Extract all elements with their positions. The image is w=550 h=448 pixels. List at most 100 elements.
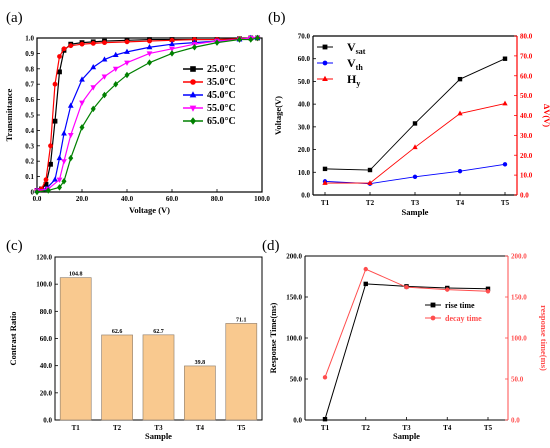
y-right-tick-label-b: 0.0 [520,192,529,200]
legend-label-35.0°C: 35.0°C [207,77,236,88]
series-line-45.0°C [36,37,258,192]
y-tick-label-a: 0.7 [25,81,34,89]
data-point-55.0°C [67,133,74,139]
data-point-Vth [502,162,508,167]
data-point-Vsat [367,167,373,173]
data-point-Vth [412,174,418,180]
legend-label-Vth: Vth [347,56,363,72]
legend-marker-Hy [322,75,328,81]
data-point-65.0°C [68,154,74,162]
y-right-tick-label-b: 50.0 [520,92,533,100]
data-point-Hy [322,180,328,185]
y-tick-label-c: 20.0 [40,389,53,397]
y-axis-label-c: Contrast Ratio [8,311,18,365]
x-tick-label-d: T4 [443,424,452,432]
data-point-45.0°C [61,130,67,136]
data-point-25.0°C [57,69,62,75]
y-tick-label-c: 0.0 [43,417,52,425]
data-point-35.0°C [90,40,96,46]
x-axis-label-a: Voltage (V) [129,205,170,215]
data-point-65.0°C [34,188,40,196]
data-point-55.0°C [146,51,153,57]
panel-letter-a: (a) [6,10,23,26]
legend-marker-35.0°C [190,79,196,85]
data-point-decay time [445,287,450,292]
y-axis-label-a: Transmittance [4,88,14,141]
legend-marker-Vth [322,60,328,66]
bar-T1 [59,277,92,421]
y-right-tick-label-d: 0.0 [511,417,520,425]
y-right-tick-label-b: 30.0 [520,132,533,140]
data-point-Vsat [457,76,463,82]
legend-label-Vsat: Vsat [347,40,366,56]
data-point-65.0°C [79,124,85,131]
y-tick-label-a: 0.1 [25,173,34,181]
data-point-35.0°C [102,40,107,46]
legend-marker-65.0°C [190,117,196,125]
data-point-Vth [457,168,463,174]
data-point-35.0°C [68,43,74,49]
x-tick-label-a: 20.0 [76,195,89,203]
data-point-45.0°C [79,76,85,82]
x-tick-label-a: 40.0 [121,195,134,203]
legend-label-rise time: rise time [445,301,475,310]
y-right-tick-label-d: 100.0 [511,335,527,343]
y-tick-label-d: 150.0 [286,294,302,302]
data-point-Hy [367,180,373,185]
data-point-25.0°C [48,161,53,167]
data-point-55.0°C [79,100,85,106]
y-tick-label-b: 50.0 [298,78,311,86]
series-line-55.0°C [36,37,258,192]
legend-label-25.0°C: 25.0°C [207,64,236,75]
y-tick-label-a: 0.8 [25,65,34,73]
data-point-35.0°C [61,46,67,52]
data-point-35.0°C [52,81,58,87]
bar-T3 [142,334,175,421]
y-tick-label-b: 20.0 [298,146,311,154]
y-axis-label-d: Response Time(ms) [268,302,278,373]
data-point-65.0°C [113,80,119,88]
data-point-45.0°C [56,154,63,161]
legend-label-subscript: sat [356,47,366,56]
legend-marker-45.0°C [189,91,197,98]
data-point-65.0°C [248,36,254,43]
panel-letter-c: (c) [6,238,23,254]
data-point-decay time [363,266,368,272]
legend-label-subscript: y [356,79,360,88]
y-tick-label-a: 0.6 [25,96,34,104]
legend-marker-rise time [430,302,436,308]
data-point-65.0°C [169,50,175,57]
series-line-Vth [324,163,506,185]
y-right-tick-label-b: 10.0 [520,172,533,180]
x-tick-label-d: T1 [321,424,330,432]
data-point-55.0°C [90,85,97,91]
y-tick-label-c: 120.0 [36,254,52,262]
legend-label-main: V [347,40,356,54]
data-point-Vsat [412,121,418,126]
data-point-45.0°C [67,102,74,108]
x-tick-label-a: 0.0 [33,195,42,203]
legend-label-main: V [347,56,356,70]
y-right-tick-label-b: 70.0 [520,52,533,60]
bar-T4 [184,365,216,421]
x-tick-label-d: T5 [484,424,493,432]
data-point-35.0°C [48,143,53,149]
x-tick-label-a: 60.0 [166,195,179,203]
legend-marker-55.0°C [189,105,197,112]
legend-marker-Vsat [322,44,328,50]
x-tick-label-b: T1 [321,199,330,207]
data-point-65.0°C [254,34,261,42]
y-tick-label-b: 0.0 [301,192,310,200]
y-right-tick-label-d: 50.0 [511,376,524,384]
data-point-65.0°C [45,187,51,194]
x-tick-label-c: T1 [72,424,81,432]
legend-label-45.0°C: 45.0°C [207,90,236,101]
x-axis-label-b: Sample [402,207,429,217]
data-point-45.0°C [90,64,97,70]
x-tick-label-c: T2 [113,424,122,432]
y-right-axis-label-b: ΔV(V) [542,104,550,127]
panel-letter-d: (d) [262,238,280,254]
x-tick-label-c: T5 [237,424,246,432]
y-tick-label-a: 0.9 [25,50,34,58]
data-point-decay time [322,375,328,380]
